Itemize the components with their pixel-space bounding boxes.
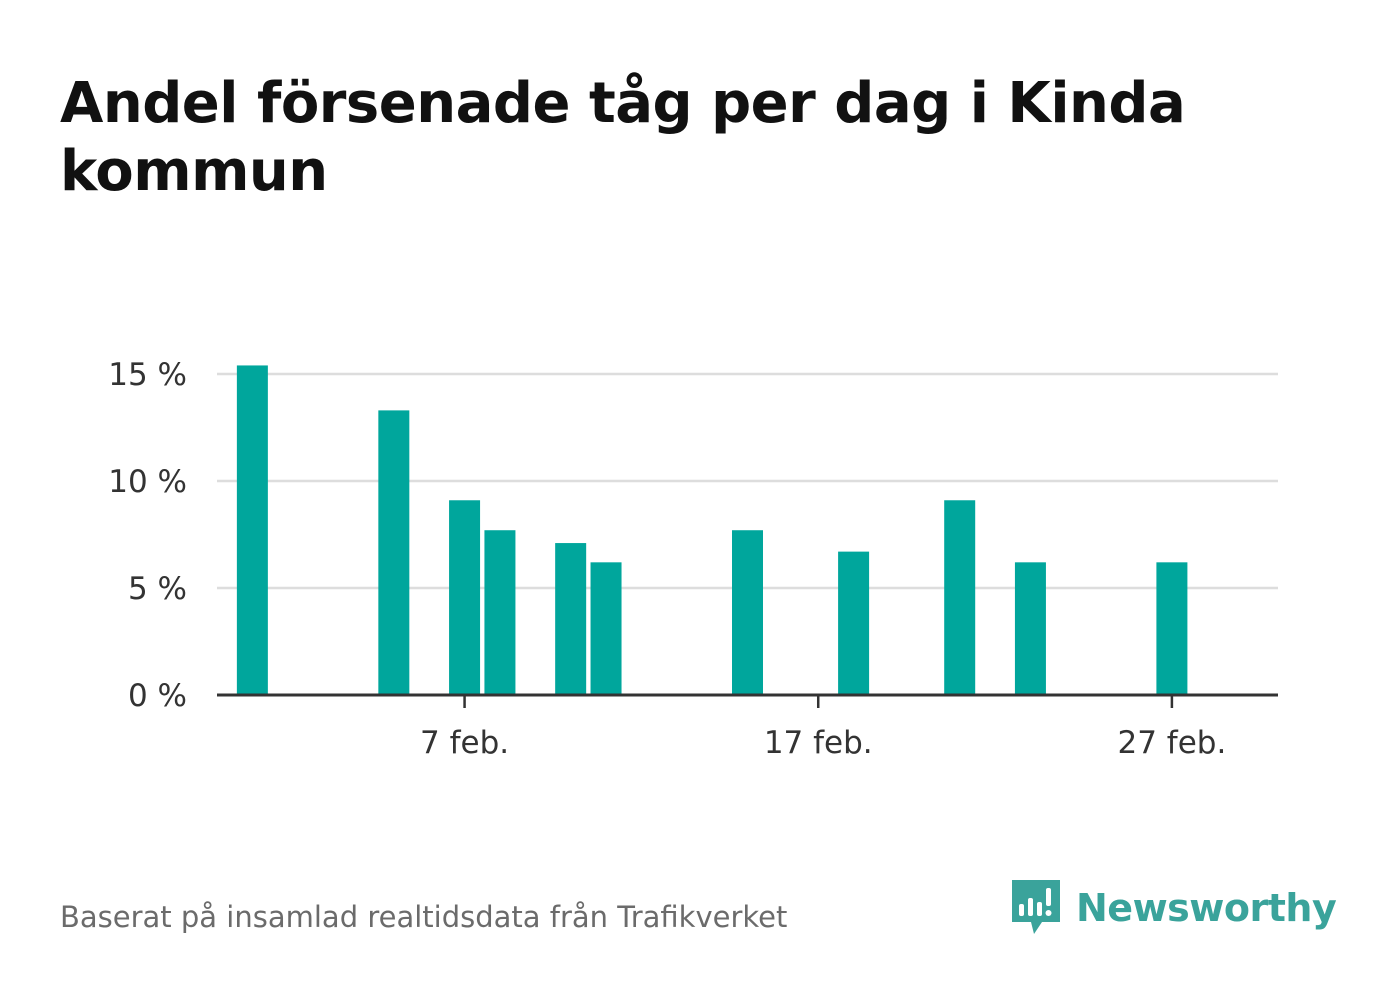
y-tick-label: 10 % bbox=[108, 464, 187, 500]
brand-logo: Newsworthy bbox=[1010, 876, 1337, 940]
bar bbox=[236, 365, 268, 695]
brand-name: Newsworthy bbox=[1076, 886, 1337, 930]
bar bbox=[732, 530, 763, 695]
bar bbox=[1156, 562, 1188, 695]
x-axis: 7 feb. 17 feb. 27 feb. bbox=[217, 693, 1278, 761]
bar bbox=[449, 500, 481, 695]
y-tick-label: 5 % bbox=[128, 571, 187, 607]
y-tick-label: 15 % bbox=[108, 357, 187, 393]
bar bbox=[555, 543, 587, 695]
x-tick-label: 17 feb. bbox=[764, 725, 873, 761]
bar-chart-speech-bubble-icon bbox=[1012, 880, 1060, 934]
x-tick-label: 27 feb. bbox=[1117, 725, 1226, 761]
chart-title: Andel försenade tåg per dag i Kinda komm… bbox=[60, 71, 1186, 204]
y-tick-label: 0 % bbox=[128, 678, 187, 714]
bar bbox=[484, 530, 516, 695]
y-axis-labels: 0 % 5 % 10 % 15 % bbox=[108, 357, 187, 714]
bars bbox=[236, 365, 1188, 695]
bar bbox=[590, 562, 622, 695]
bar bbox=[838, 551, 870, 695]
bar bbox=[1014, 562, 1046, 695]
bar bbox=[944, 500, 976, 695]
source-note: Baserat på insamlad realtidsdata från Tr… bbox=[60, 900, 788, 934]
bar bbox=[378, 410, 410, 695]
x-tick-label: 7 feb. bbox=[420, 725, 509, 761]
